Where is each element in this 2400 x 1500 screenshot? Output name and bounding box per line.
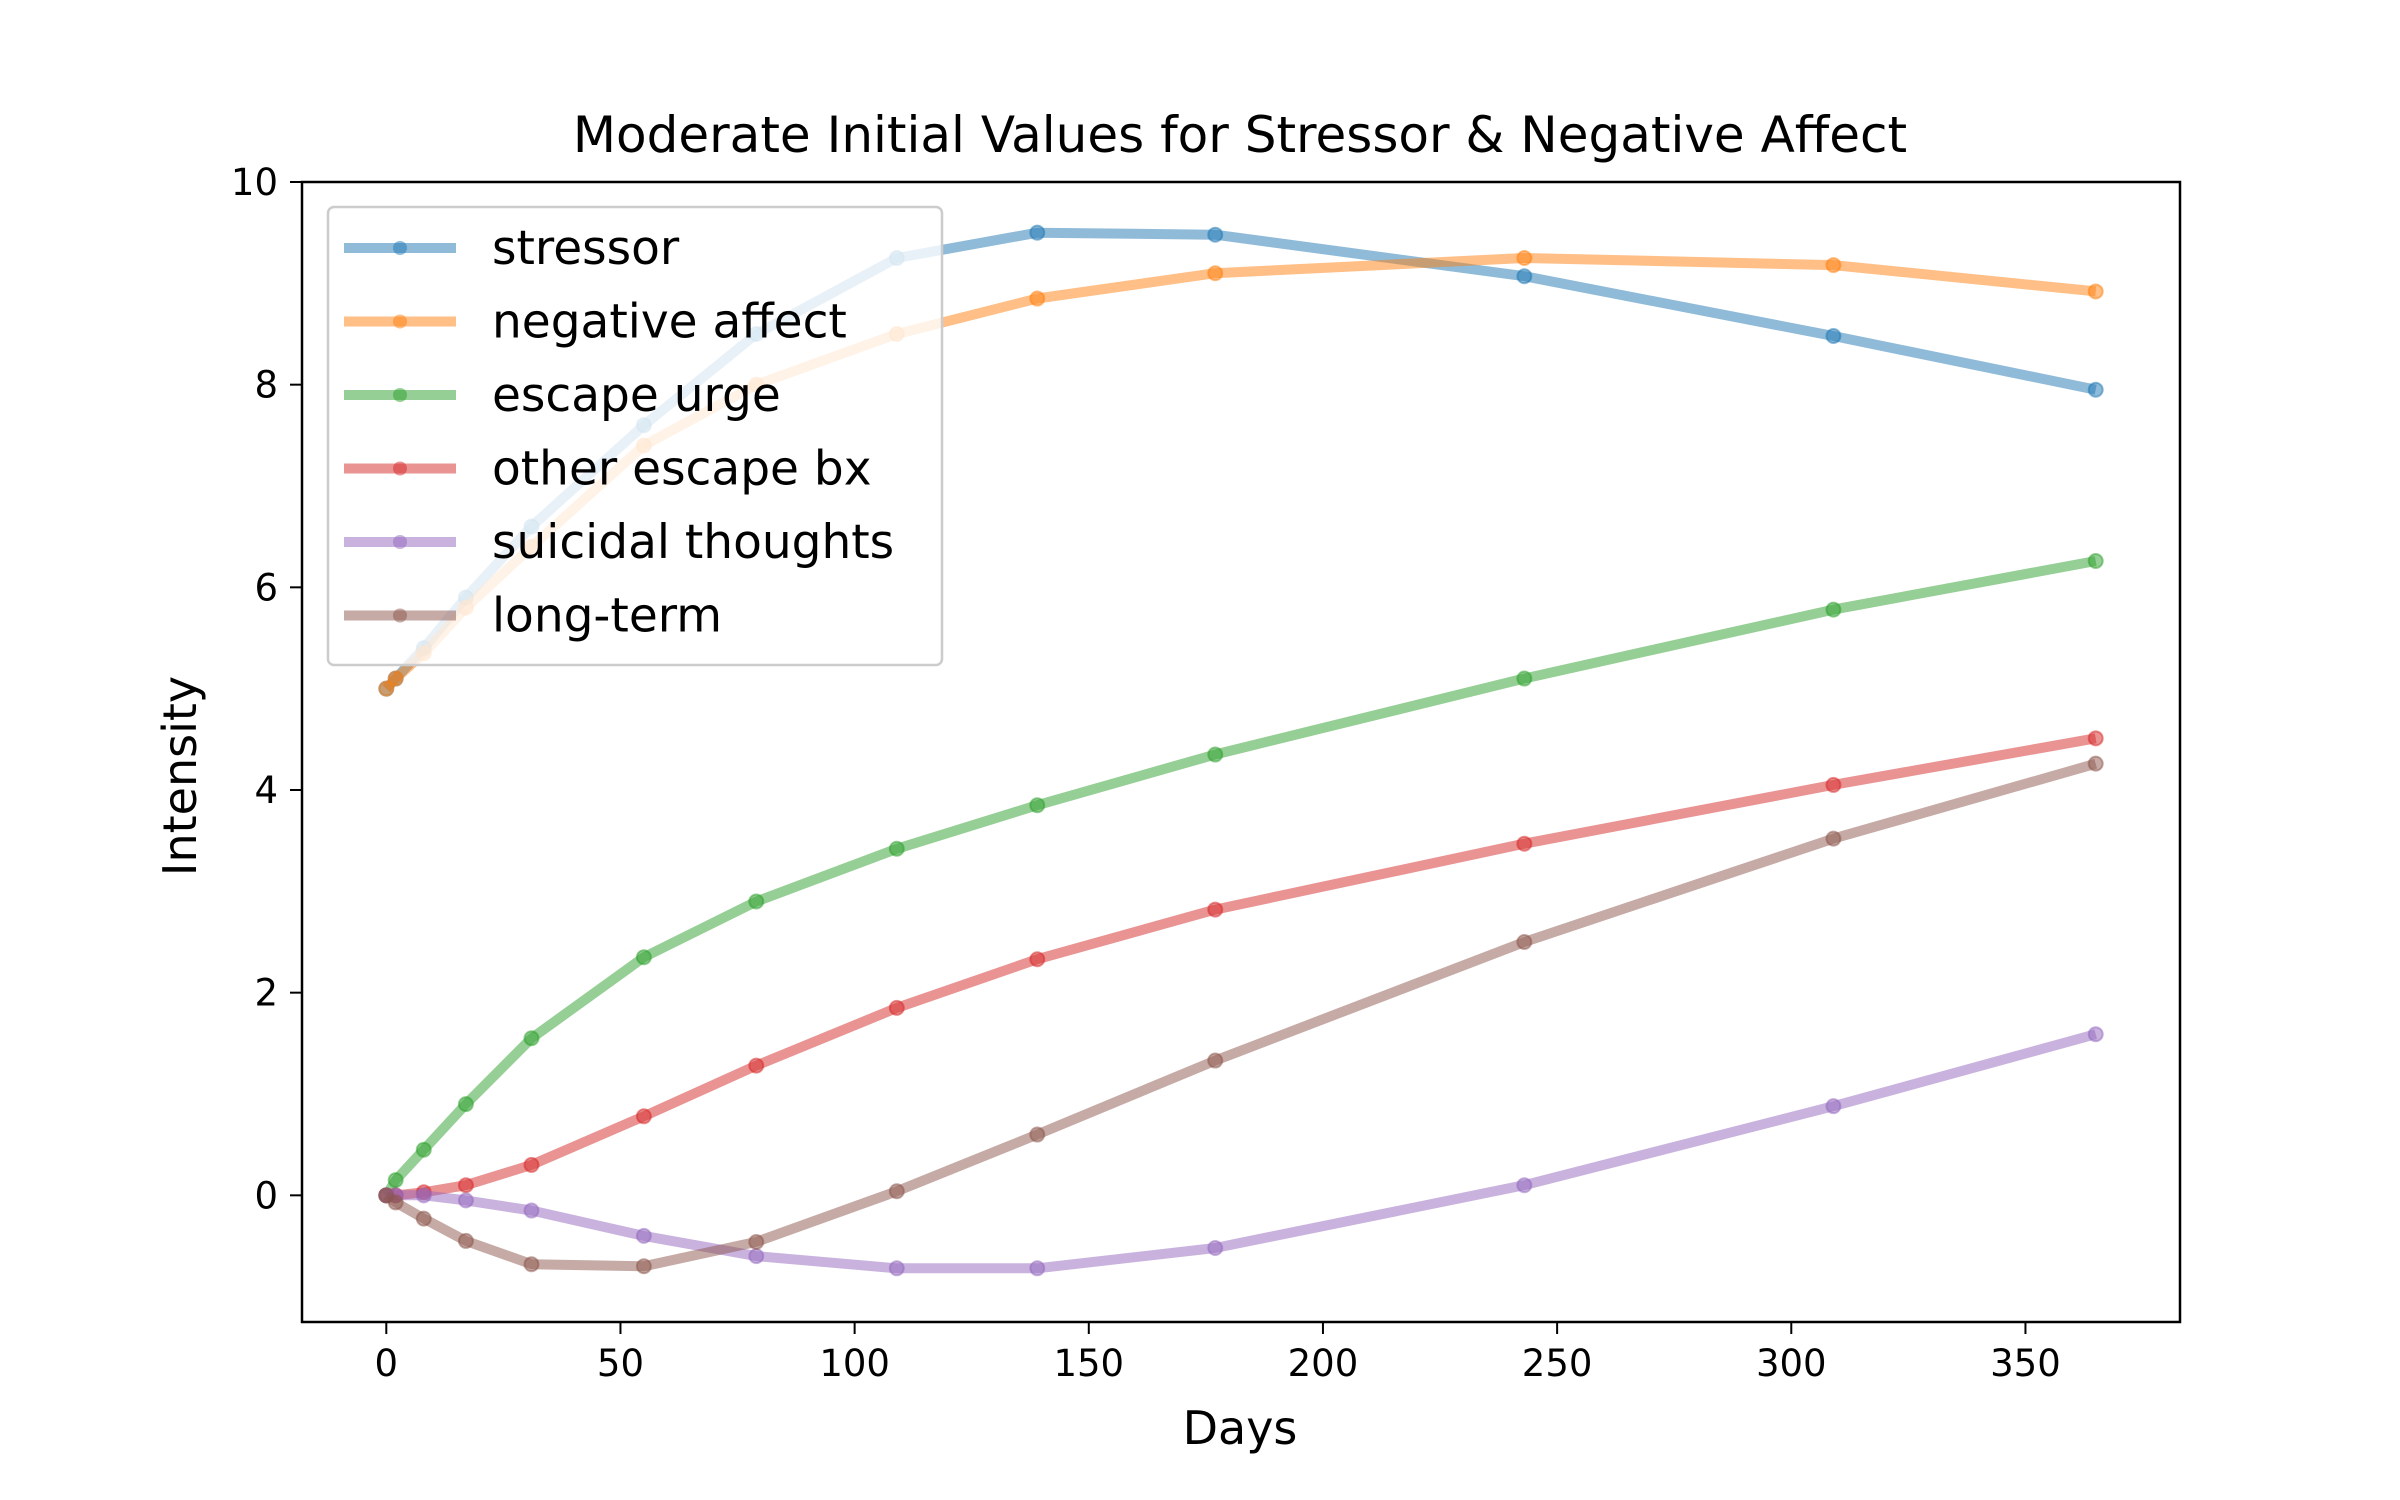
data-point bbox=[1029, 1126, 1046, 1143]
data-point bbox=[748, 1057, 765, 1074]
chart-title: Moderate Initial Values for Stressor & N… bbox=[573, 106, 1907, 164]
data-point bbox=[1029, 224, 1046, 241]
series-long-term bbox=[378, 755, 2104, 1275]
legend-marker bbox=[393, 461, 407, 476]
x-tick-label: 350 bbox=[1990, 1342, 2061, 1385]
data-point bbox=[2087, 755, 2104, 772]
data-point bbox=[1029, 1260, 1046, 1277]
data-point bbox=[1207, 1052, 1224, 1069]
data-point bbox=[1207, 1240, 1224, 1257]
data-point bbox=[2087, 381, 2104, 398]
plot-area: 0 50 100 150 200 250 300 350 0 2 4 6 8 10 bbox=[231, 161, 2182, 1385]
data-point bbox=[1825, 776, 1842, 793]
data-point bbox=[888, 999, 905, 1016]
x-tick-label: 50 bbox=[597, 1342, 644, 1385]
data-point bbox=[2087, 730, 2104, 747]
data-point bbox=[635, 1108, 652, 1125]
data-point bbox=[1516, 1177, 1533, 1194]
legend-item: negative affect bbox=[344, 295, 847, 350]
data-point bbox=[378, 680, 395, 697]
data-point bbox=[1516, 934, 1533, 950]
data-point bbox=[748, 893, 765, 910]
data-point bbox=[1029, 797, 1046, 814]
data-point bbox=[1207, 265, 1224, 282]
data-point bbox=[1825, 257, 1842, 274]
data-point bbox=[635, 1258, 652, 1275]
data-point bbox=[457, 1096, 474, 1113]
legend-item: suicidal thoughts bbox=[344, 515, 894, 570]
data-point bbox=[2087, 283, 2104, 300]
data-point bbox=[2087, 552, 2104, 569]
data-point bbox=[415, 1187, 432, 1204]
x-tick-label: 0 bbox=[375, 1342, 399, 1385]
data-point bbox=[1207, 226, 1224, 243]
y-axis-label: Intensity bbox=[153, 676, 207, 876]
legend-label: stressor bbox=[492, 221, 680, 276]
legend-marker bbox=[393, 608, 407, 623]
data-point bbox=[748, 1248, 765, 1265]
data-point bbox=[387, 1172, 404, 1189]
data-point bbox=[1516, 268, 1533, 285]
data-point bbox=[1516, 670, 1533, 687]
data-point bbox=[523, 1156, 540, 1173]
data-point bbox=[387, 670, 404, 687]
data-point bbox=[1825, 328, 1842, 345]
data-point bbox=[888, 1183, 905, 1200]
data-point bbox=[523, 1256, 540, 1273]
y-tick-label: 2 bbox=[254, 972, 278, 1015]
data-point bbox=[1029, 290, 1046, 307]
data-point bbox=[888, 1260, 905, 1277]
data-point bbox=[1825, 830, 1842, 847]
legend-label: other escape bx bbox=[492, 442, 872, 497]
x-tick-label: 250 bbox=[1522, 1342, 1593, 1385]
y-tick-label: 8 bbox=[254, 364, 278, 407]
legend-marker bbox=[393, 388, 407, 402]
y-tick-label: 0 bbox=[254, 1174, 278, 1217]
data-point bbox=[1825, 1098, 1842, 1115]
legend-item: long-term bbox=[344, 589, 722, 644]
data-point bbox=[635, 949, 652, 966]
legend-label: suicidal thoughts bbox=[492, 515, 894, 570]
data-point bbox=[387, 1194, 404, 1211]
data-point bbox=[457, 1192, 474, 1209]
x-tick-label: 100 bbox=[819, 1342, 890, 1385]
y-tick-label: 6 bbox=[254, 566, 278, 609]
data-point bbox=[748, 1233, 765, 1250]
data-point bbox=[415, 1210, 432, 1227]
legend-marker bbox=[393, 241, 407, 255]
x-tick-label: 200 bbox=[1288, 1342, 1359, 1385]
y-tick-label: 4 bbox=[254, 769, 278, 812]
data-point bbox=[457, 1232, 474, 1249]
data-point bbox=[1825, 601, 1842, 618]
data-point bbox=[523, 1030, 540, 1047]
legend-marker bbox=[393, 314, 407, 329]
legend: stressor negative affect escape urge other … bbox=[326, 205, 944, 667]
legend-label: negative affect bbox=[492, 295, 847, 350]
legend-box bbox=[326, 205, 944, 667]
legend-item: other escape bx bbox=[344, 442, 872, 497]
data-point bbox=[888, 840, 905, 857]
legend-label: escape urge bbox=[492, 368, 781, 423]
data-point bbox=[457, 1177, 474, 1194]
data-point bbox=[1029, 951, 1046, 968]
data-point bbox=[1207, 746, 1224, 763]
data-point bbox=[1516, 250, 1533, 266]
legend-item: escape urge bbox=[344, 368, 781, 423]
x-tick-label: 150 bbox=[1053, 1342, 1124, 1385]
legend-item: stressor bbox=[344, 221, 680, 276]
plot-frame bbox=[300, 180, 2182, 1324]
data-point bbox=[1516, 835, 1533, 852]
data-point bbox=[2087, 1026, 2104, 1043]
data-point bbox=[415, 1141, 432, 1158]
x-axis-label: Days bbox=[1183, 1401, 1298, 1455]
x-tick-label: 300 bbox=[1756, 1342, 1827, 1385]
y-tick-label: 10 bbox=[231, 161, 278, 204]
legend-marker bbox=[393, 535, 407, 549]
legend-label: long-term bbox=[492, 589, 722, 644]
data-point bbox=[635, 1227, 652, 1244]
data-point bbox=[1207, 901, 1224, 918]
data-point bbox=[523, 1202, 540, 1219]
